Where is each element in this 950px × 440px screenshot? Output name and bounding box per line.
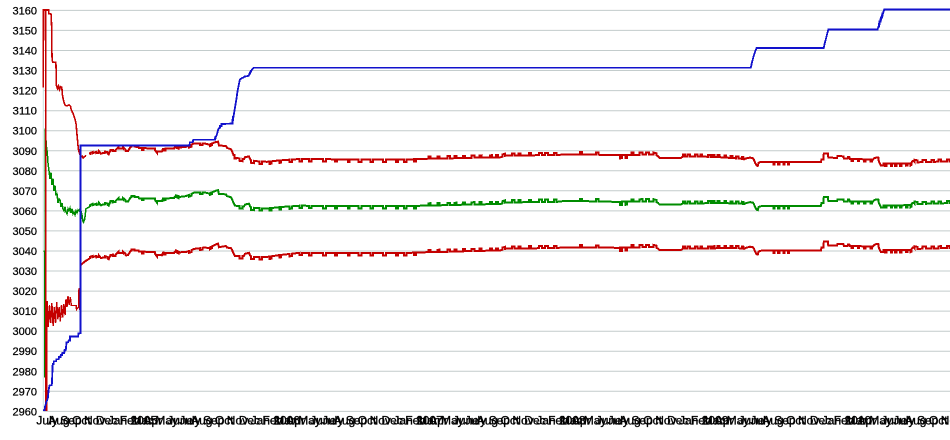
svg-text:July: July [608, 414, 629, 428]
svg-text:Apr: Apr [858, 414, 877, 428]
svg-text:Jan 2007: Jan 2007 [393, 414, 443, 428]
svg-text:Nov: Nov [512, 414, 533, 428]
svg-text:3090: 3090 [13, 146, 38, 158]
svg-text:Oct: Oct [72, 414, 91, 428]
svg-text:Mar: Mar [846, 414, 867, 428]
svg-text:Jan 2010: Jan 2010 [822, 414, 872, 428]
svg-text:Feb: Feb [834, 414, 855, 428]
svg-text:June: June [596, 414, 622, 428]
svg-text:Dec: Dec [524, 414, 545, 428]
svg-text:July: July [893, 414, 914, 428]
svg-text:3020: 3020 [13, 286, 38, 298]
svg-text:3000: 3000 [13, 326, 38, 338]
svg-text:Aug: Aug [620, 414, 641, 428]
svg-text:Feb: Feb [691, 414, 712, 428]
svg-text:Jan 2009: Jan 2009 [679, 414, 729, 428]
svg-text:Nov: Nov [655, 414, 676, 428]
svg-text:Feb: Feb [120, 414, 141, 428]
svg-text:3030: 3030 [13, 266, 38, 278]
svg-text:May: May [584, 414, 607, 428]
svg-text:June: June [310, 414, 336, 428]
svg-text:3140: 3140 [13, 46, 38, 58]
svg-text:Mar: Mar [703, 414, 724, 428]
svg-text:June: June [881, 414, 907, 428]
svg-text:Mar: Mar [274, 414, 295, 428]
svg-text:July: July [322, 414, 343, 428]
svg-text:3010: 3010 [13, 306, 38, 318]
svg-text:Sep: Sep [346, 414, 368, 428]
svg-text:Nov: Nov [798, 414, 819, 428]
svg-text:Aug: Aug [191, 414, 212, 428]
svg-text:3040: 3040 [13, 246, 38, 258]
svg-text:Dec: Dec [810, 414, 831, 428]
svg-text:3050: 3050 [13, 226, 38, 238]
svg-text:May: May [869, 414, 892, 428]
svg-text:Mar: Mar [417, 414, 438, 428]
svg-text:Aug: Aug [477, 414, 498, 428]
svg-text:Apr: Apr [286, 414, 305, 428]
svg-text:Mar: Mar [132, 414, 153, 428]
svg-text:3150: 3150 [13, 25, 38, 37]
svg-text:Feb: Feb [548, 414, 569, 428]
svg-text:July: July [179, 414, 200, 428]
svg-text:Aug: Aug [762, 414, 783, 428]
svg-text:Sep: Sep [203, 414, 225, 428]
svg-text:3120: 3120 [13, 86, 38, 98]
svg-text:3110: 3110 [13, 106, 38, 118]
svg-text:Apr: Apr [572, 414, 591, 428]
svg-text:Jan 2008: Jan 2008 [536, 414, 586, 428]
svg-text:Dec: Dec [667, 414, 688, 428]
svg-text:Nov: Nov [84, 414, 105, 428]
svg-text:Apr: Apr [144, 414, 163, 428]
svg-text:June: June [739, 414, 765, 428]
svg-text:Dec: Dec [239, 414, 260, 428]
svg-text:May: May [298, 414, 321, 428]
svg-text:Aug: Aug [334, 414, 355, 428]
svg-text:July: July [465, 414, 486, 428]
svg-text:Sep: Sep [774, 414, 796, 428]
svg-text:Apr: Apr [429, 414, 448, 428]
svg-text:3070: 3070 [13, 186, 38, 198]
svg-text:2980: 2980 [13, 366, 38, 378]
svg-text:3080: 3080 [13, 166, 38, 178]
svg-text:Aug: Aug [48, 414, 69, 428]
svg-text:Oct: Oct [501, 414, 520, 428]
svg-text:Oct: Oct [929, 414, 948, 428]
svg-text:3100: 3100 [13, 126, 38, 138]
svg-text:2960: 2960 [13, 406, 38, 418]
svg-text:July: July [36, 414, 57, 428]
svg-text:Dec: Dec [382, 414, 403, 428]
svg-text:May: May [155, 414, 178, 428]
svg-text:Feb: Feb [263, 414, 284, 428]
svg-text:Oct: Oct [215, 414, 234, 428]
svg-text:2970: 2970 [13, 386, 38, 398]
svg-text:3160: 3160 [13, 5, 38, 17]
svg-text:3060: 3060 [13, 206, 38, 218]
svg-text:2990: 2990 [13, 346, 38, 358]
svg-text:Sep: Sep [917, 414, 939, 428]
svg-text:Sep: Sep [489, 414, 511, 428]
svg-text:May: May [441, 414, 464, 428]
svg-text:Sep: Sep [631, 414, 653, 428]
svg-text:Oct: Oct [358, 414, 377, 428]
svg-text:Nov: Nov [227, 414, 248, 428]
svg-text:July: July [750, 414, 771, 428]
svg-text:3130: 3130 [13, 66, 38, 78]
svg-text:Sep: Sep [60, 414, 82, 428]
svg-text:Dec: Dec [96, 414, 117, 428]
svg-text:Jan 2005: Jan 2005 [108, 414, 158, 428]
svg-text:Apr: Apr [715, 414, 734, 428]
svg-text:Nov: Nov [370, 414, 391, 428]
svg-text:June: June [167, 414, 193, 428]
svg-text:Aug: Aug [905, 414, 926, 428]
svg-text:Oct: Oct [786, 414, 805, 428]
svg-text:Feb: Feb [405, 414, 426, 428]
svg-text:June: June [453, 414, 479, 428]
svg-text:Mar: Mar [560, 414, 581, 428]
svg-text:May: May [727, 414, 750, 428]
svg-text:Nov: Nov [941, 414, 950, 428]
svg-text:Oct: Oct [643, 414, 662, 428]
svg-text:Jan 2006: Jan 2006 [251, 414, 301, 428]
